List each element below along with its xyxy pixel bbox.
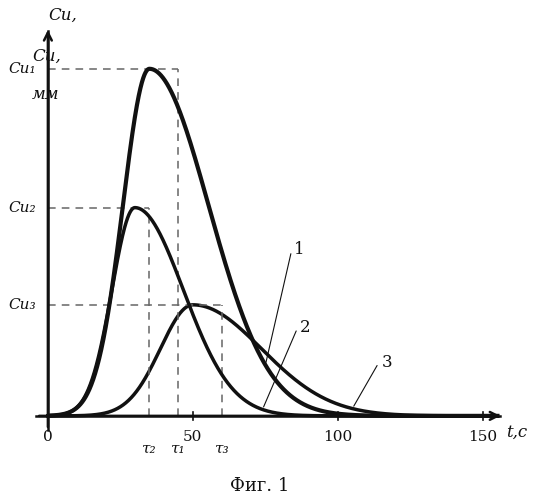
Text: t,с: t,с (506, 424, 527, 441)
Text: 50: 50 (183, 431, 203, 445)
Text: Cu₂: Cu₂ (9, 201, 36, 215)
Text: 1: 1 (294, 241, 305, 258)
Text: 2: 2 (300, 319, 311, 336)
Text: Фиг. 1: Фиг. 1 (230, 477, 289, 495)
Text: τ₁: τ₁ (171, 442, 186, 456)
Text: мм: мм (32, 86, 59, 103)
Text: 0: 0 (43, 431, 53, 445)
Text: Cu,: Cu, (32, 48, 60, 65)
Text: Cu₃: Cu₃ (9, 298, 36, 312)
Text: τ₃: τ₃ (215, 442, 229, 456)
Text: Cu₁: Cu₁ (9, 62, 36, 76)
Text: Cu,: Cu, (48, 6, 77, 23)
Text: 100: 100 (323, 431, 353, 445)
Text: 150: 150 (468, 431, 498, 445)
Text: τ₂: τ₂ (142, 442, 157, 456)
Text: 3: 3 (381, 354, 392, 371)
